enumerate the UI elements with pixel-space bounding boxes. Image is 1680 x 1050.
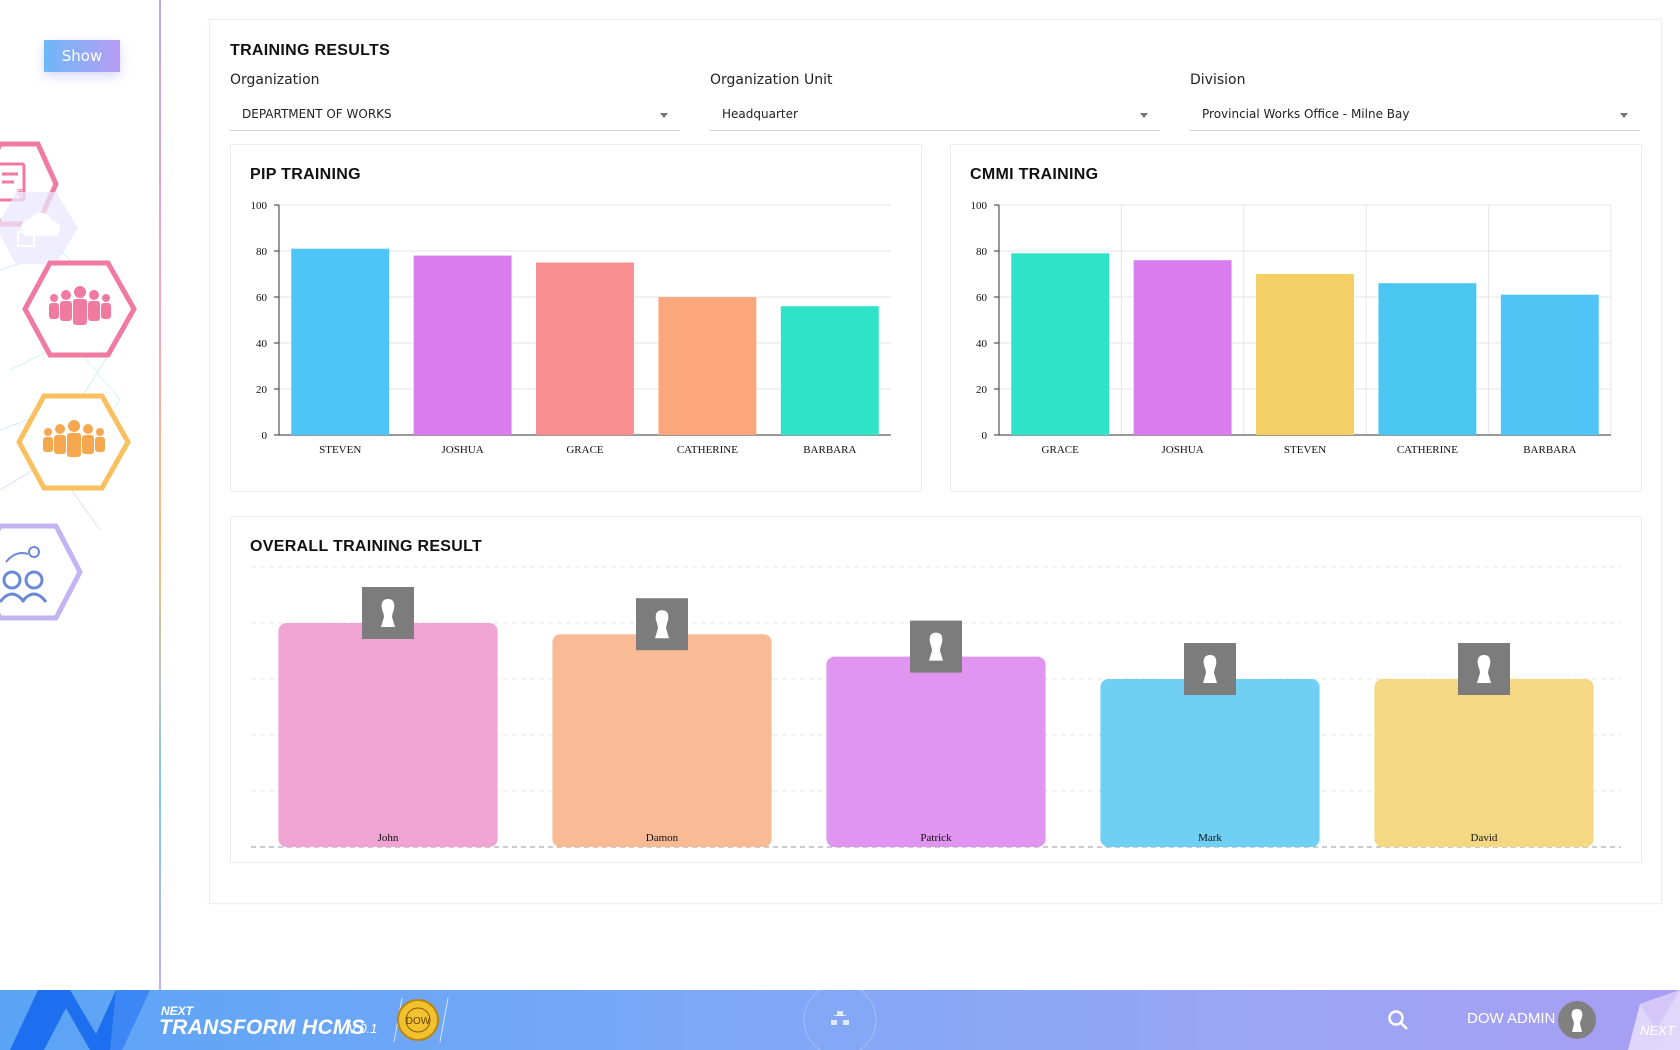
y-tick-label: 100 <box>251 200 268 212</box>
sidebar-divider <box>159 0 161 990</box>
y-tick-label: 60 <box>976 292 988 304</box>
bar-label: Mark <box>1198 832 1222 844</box>
search-icon[interactable] <box>1386 1008 1410 1032</box>
avatar-icon <box>362 587 414 639</box>
bar-barbara <box>780 306 879 435</box>
x-tick-label: GRACE <box>566 444 604 456</box>
pip-training-card: PIP TRAINING 0 20 40 60 80 100 STEVEN JOSHUA GRA… <box>230 144 922 492</box>
team-icon[interactable] <box>16 392 132 492</box>
bar-patrick <box>826 656 1046 847</box>
y-tick-label: 0 <box>982 430 988 442</box>
settings-people-icon[interactable] <box>0 522 84 622</box>
chevron-down-icon <box>1620 113 1628 118</box>
x-tick-label: BARBARA <box>803 444 856 456</box>
y-tick-label: 20 <box>256 384 268 396</box>
cmmi-training-title: CMMI TRAINING <box>970 166 1099 183</box>
pip-training-title: PIP TRAINING <box>250 166 361 183</box>
division-label: Division <box>1190 72 1246 88</box>
show-button[interactable]: Show <box>44 40 120 72</box>
y-tick-label: 80 <box>256 246 268 258</box>
user-avatar-icon[interactable] <box>1557 1000 1597 1040</box>
bar-barbara <box>1500 294 1599 435</box>
bar-label: Patrick <box>920 832 952 844</box>
chevron-down-icon <box>660 113 668 118</box>
avatar-icon <box>636 598 688 651</box>
bar-damon <box>552 634 772 847</box>
bar-david <box>1374 679 1594 847</box>
employees-icon[interactable] <box>22 259 138 359</box>
bar-john <box>278 623 498 847</box>
y-tick-label: 80 <box>976 246 988 258</box>
dow-logo-text: DOW <box>406 1016 431 1027</box>
corner-fold <box>1628 990 1680 1050</box>
brand-name: TRANSFORM HCMS <box>159 1016 366 1039</box>
bar-joshua <box>413 255 512 435</box>
cmmi-training-chart: 0 20 40 60 80 100 GRACE JOSHUA STEVEN CATHERINE BA… <box>971 200 1612 456</box>
page-title: TRAINING RESULTS <box>230 42 391 59</box>
x-tick-label: JOSHUA <box>442 444 484 456</box>
organization-unit-select[interactable]: Headquarter <box>710 100 1160 131</box>
y-tick-label: 0 <box>262 430 268 442</box>
y-tick-label: 100 <box>971 200 988 212</box>
next-small-label: NEXT <box>161 1004 194 1018</box>
organization-label: Organization <box>230 72 320 88</box>
cloud-icon[interactable] <box>0 190 86 266</box>
overall-training-chart: John Damon Patrick Mark David <box>251 566 1621 848</box>
avatar-icon <box>1184 643 1236 695</box>
bar-catherine <box>1378 283 1477 435</box>
bar-joshua <box>1133 260 1232 435</box>
bar-mark <box>1100 679 1320 847</box>
cmmi-training-card: CMMI TRAINING 0 20 40 60 80 100 GRACE JOSHUA STE… <box>950 144 1642 492</box>
x-tick-label: STEVEN <box>319 444 361 456</box>
organization-unit-value: Headquarter <box>722 107 798 121</box>
division-value: Provincial Works Office - Milne Bay <box>1202 107 1410 121</box>
bar-label: Damon <box>646 832 679 844</box>
x-tick-label: GRACE <box>1042 444 1080 456</box>
bar-grace <box>536 262 634 435</box>
y-tick-label: 20 <box>976 384 988 396</box>
organization-select[interactable]: DEPARTMENT OF WORKS <box>230 100 680 131</box>
pip-training-chart: 0 20 40 60 80 100 STEVEN JOSHUA GRACE CATHERINE BA… <box>251 200 891 456</box>
x-tick-label: BARBARA <box>1523 444 1576 456</box>
dow-logo: DOW <box>393 997 449 1043</box>
avatar-icon <box>1458 643 1510 695</box>
bar-steven <box>1256 274 1354 435</box>
bar-label: David <box>1471 832 1498 844</box>
bar-grace <box>1011 253 1110 435</box>
y-tick-label: 60 <box>256 292 268 304</box>
next-logo-icon[interactable] <box>0 990 160 1050</box>
overall-training-card: OVERALL TRAINING RESULT John Damon Patrick… <box>230 516 1642 863</box>
y-tick-label: 40 <box>256 338 268 350</box>
bar-steven <box>291 248 390 435</box>
organization-unit-label: Organization Unit <box>710 72 833 88</box>
bar-catherine <box>658 297 757 435</box>
user-name[interactable]: DOW ADMIN <box>1467 1010 1556 1027</box>
version-label: V.0.1 <box>348 1021 378 1036</box>
organization-value: DEPARTMENT OF WORKS <box>242 107 392 121</box>
avatar-icon <box>910 620 962 673</box>
y-tick-label: 40 <box>976 338 988 350</box>
corner-next-label: NEXT <box>1640 1023 1675 1038</box>
chevron-down-icon <box>1140 113 1148 118</box>
x-tick-label: CATHERINE <box>1397 444 1458 456</box>
x-tick-label: JOSHUA <box>1162 444 1204 456</box>
training-results-card: TRAINING RESULTS Organization DEPARTMENT… <box>209 19 1662 904</box>
division-select[interactable]: Provincial Works Office - Milne Bay <box>1190 100 1640 131</box>
sitemap-icon[interactable] <box>800 990 880 1050</box>
bar-label: John <box>378 832 399 844</box>
x-tick-label: STEVEN <box>1284 444 1326 456</box>
x-tick-label: CATHERINE <box>677 444 738 456</box>
footer-bar: NEXT TRANSFORM HCMS V.0.1 DOW DOW ADMIN … <box>0 990 1680 1050</box>
overall-training-title: OVERALL TRAINING RESULT <box>250 538 483 555</box>
